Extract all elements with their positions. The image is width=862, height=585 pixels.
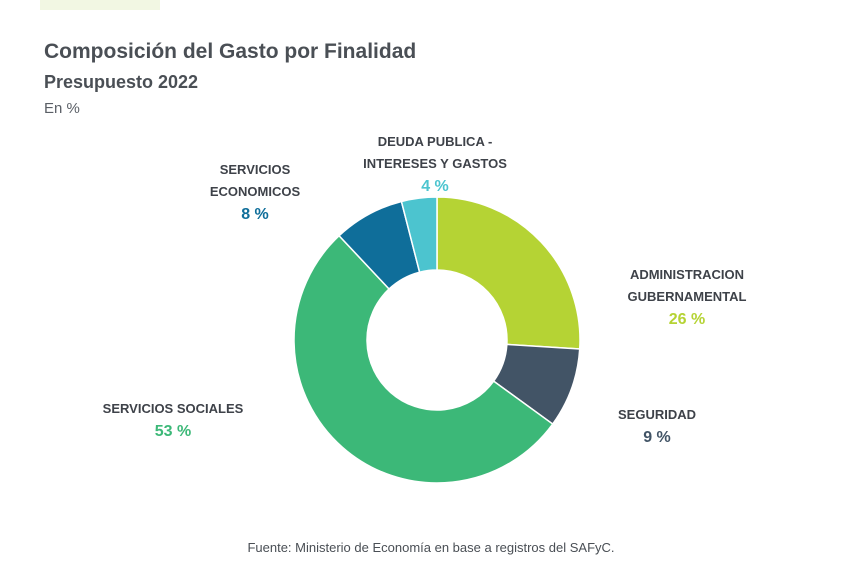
slice-name-line1: DEUDA PUBLICA - [377,134,493,149]
slice-name-line1: SERVICIOS SOCIALES [102,401,244,416]
slice-name-line1: SERVICIOS [219,162,291,177]
chart-source-note: Fuente: Ministerio de Economía en base a… [247,540,615,555]
donut-slice-servicios-sociales [293,234,554,484]
slice-label-deuda-publica: DEUDA PUBLICA - INTERESES Y GASTOS 4 % [345,131,525,199]
slice-label-servicios-economicos: SERVICIOS ECONOMICOS 8 % [190,159,320,227]
slice-value: 8 % [241,206,269,223]
slice-label-servicios-sociales: SERVICIOS SOCIALES 53 % [88,398,258,444]
slice-name-line1: ADMINISTRACION [629,267,745,282]
donut-slice-administracion [436,196,581,350]
slice-label-administracion: ADMINISTRACION GUBERNAMENTAL 26 % [612,264,762,332]
slice-name-line2: INTERESES Y GASTOS [363,156,507,171]
slice-name-line2: GUBERNAMENTAL [627,289,747,304]
slice-name-line2: ECONOMICOS [209,184,301,199]
slice-value: 9 % [643,429,671,446]
slice-value: 4 % [421,178,449,195]
chart-subtitle: Presupuesto 2022 [44,72,199,92]
header-accent-bar [40,0,160,10]
chart-unit: En % [44,100,80,117]
donut-slice-deuda-publica [400,196,438,274]
slice-label-seguridad: SEGURIDAD 9 % [597,404,717,450]
slice-value: 53 % [154,423,192,440]
slice-value: 26 % [668,311,706,328]
chart-title: Composición del Gasto por Finalidad [44,40,417,63]
slice-name-line1: SEGURIDAD [617,407,696,422]
